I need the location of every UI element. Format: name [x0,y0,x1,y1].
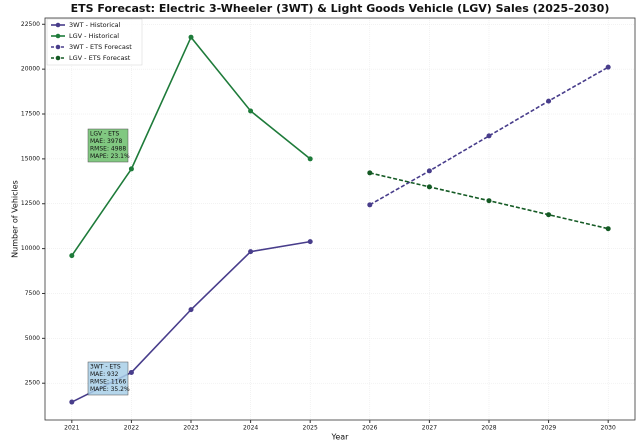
marker [605,226,611,232]
marker [69,253,75,259]
x-tick-label: 2027 [422,425,437,432]
plot-frame [44,17,636,421]
marker [546,98,552,104]
y-tick-label: 22500 [21,21,40,28]
annotation-text: RMSE: 4988 [90,146,126,153]
legend-marker [55,22,61,28]
legend-label: LGV - ETS Forecast [69,54,131,62]
chart-title: ETS Forecast: Electric 3-Wheeler (3WT) &… [71,2,610,15]
x-tick-label: 2029 [541,425,556,432]
annotation-text: MAPE: 23.1% [90,153,130,160]
marker [128,166,134,172]
marker [426,168,432,174]
annotation-text: RMSE: 1166 [90,379,126,386]
legend-label: 3WT - Historical [69,21,121,29]
y-axis-label: Number of Vehicles [11,180,20,258]
marker [128,369,134,375]
x-tick-label: 2021 [64,425,79,432]
x-tick-label: 2026 [362,425,377,432]
marker [248,108,254,114]
legend-label: 3WT - ETS Forecast [69,43,132,51]
marker [307,156,313,162]
marker [307,239,313,245]
marker [426,184,432,190]
annotation-text: MAPE: 35.2% [90,386,130,393]
marker [367,170,373,176]
marker [486,133,492,139]
marker [546,212,552,218]
annotation-box [87,361,129,396]
annotation-text: MAE: 3978 [90,138,122,145]
legend-marker [55,33,61,39]
y-tick-label: 10000 [21,245,40,252]
annotation-text: MAE: 932 [90,371,119,378]
x-tick-label: 2022 [124,425,139,432]
marker [486,198,492,204]
y-tick-label: 7500 [25,290,40,297]
x-tick-label: 2024 [243,425,258,432]
legend-marker [55,44,61,50]
marker [188,34,194,40]
y-tick-label: 17500 [21,111,40,118]
legend-label: LGV - Historical [69,32,119,40]
marker [188,307,194,313]
y-tick-label: 2500 [25,380,40,387]
x-tick-label: 2030 [601,425,616,432]
y-tick-label: 5000 [25,335,40,342]
x-tick-label: 2025 [303,425,318,432]
y-tick-label: 20000 [21,66,40,73]
marker [605,64,611,70]
marker [69,399,75,405]
legend-marker [55,55,61,61]
x-tick-label: 2023 [183,425,198,432]
marker [248,249,254,255]
annotation-text: LGV - ETS [90,131,120,138]
marker [367,202,373,208]
annotation-text: 3WT - ETS [90,364,121,371]
annotation-box [87,128,129,163]
y-tick-label: 12500 [21,200,40,207]
y-tick-label: 15000 [21,155,40,162]
line [369,66,609,206]
x-axis-label: Year [331,433,350,442]
x-tick-label: 2028 [481,425,496,432]
